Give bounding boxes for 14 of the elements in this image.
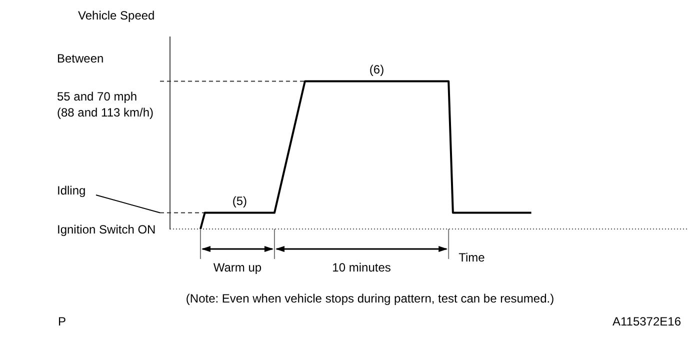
text: Warm up: [213, 260, 262, 274]
x-axis-title: Time: [458, 250, 486, 264]
text: 10 minutes: [332, 260, 391, 274]
text: Idling: [57, 183, 86, 198]
text: (6): [369, 62, 384, 77]
annotation: (5): [232, 194, 247, 208]
text: Ignition Switch ON: [57, 222, 156, 236]
text: Vehicle Speed: [78, 8, 155, 22]
text: (Note: Even when vehicle stops during pattern, test can be resumed.): [186, 291, 554, 306]
text: Between: [57, 51, 104, 66]
text: (88 and 113 km/h): [57, 105, 154, 120]
text: P: [58, 314, 66, 328]
text: 55 and 70 mph: [57, 89, 138, 104]
text: A115372E16: [612, 314, 682, 328]
